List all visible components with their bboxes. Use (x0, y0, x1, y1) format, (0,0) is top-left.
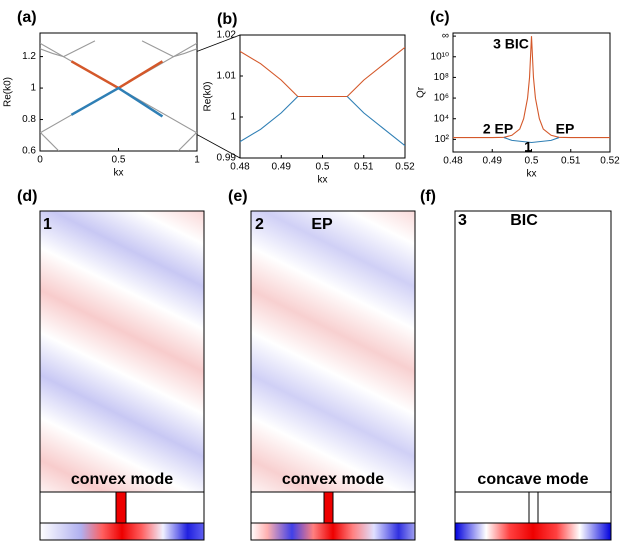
x-axis-label: kx (318, 175, 328, 186)
series-line (40, 131, 60, 151)
y-tick-label: 10⁸ (434, 72, 449, 83)
y-tick-label: 10⁴ (434, 113, 449, 124)
x-tick-label: 0.5 (112, 155, 126, 166)
plot-frame (452, 32, 611, 153)
structure-bar (454, 522, 612, 541)
x-tick-label: 0 (37, 155, 43, 166)
mode-label: convex mode (71, 471, 173, 488)
y-tick-label: 1.2 (22, 51, 36, 62)
structure-bar (39, 522, 205, 541)
annotation: 1 (524, 139, 532, 155)
y-tick-label: 1 (30, 83, 36, 94)
y-tick-label: 10¹⁰ (431, 51, 449, 62)
annotation: EP (556, 121, 575, 137)
panel-tag: (a) (17, 9, 37, 26)
series-line (177, 131, 197, 151)
series-line (453, 36, 610, 139)
x-tick-label: 0.5 (525, 156, 539, 167)
x-tick-label: 0.49 (272, 162, 292, 173)
mode-number: 1 (43, 216, 52, 233)
mode-note: BIC (510, 212, 538, 229)
series-line (240, 46, 405, 98)
panel-tag: (d) (17, 188, 37, 205)
x-tick-label: 0.49 (483, 156, 503, 167)
structure-stem (115, 491, 127, 524)
structure-stem (323, 491, 334, 524)
x-tick-label: 0.48 (230, 162, 250, 173)
field-map (250, 210, 416, 493)
mode-label: concave mode (477, 471, 588, 488)
series-line (40, 40, 96, 58)
y-axis-label: Re(k0) (203, 81, 214, 111)
structure-bar (250, 522, 416, 541)
y-tick-label: 1.01 (217, 71, 237, 82)
mode-note: EP (311, 216, 333, 233)
plot-frame (39, 32, 198, 152)
x-tick-label: 0.52 (395, 162, 415, 173)
annotation: 3 BIC (493, 36, 529, 52)
panel-tag: (c) (430, 9, 450, 26)
y-tick-label: 1 (230, 112, 236, 123)
x-tick-label: 0.48 (443, 156, 463, 167)
x-axis-label: kx (114, 168, 124, 179)
y-tick-label: 0.8 (22, 114, 36, 125)
series-line (503, 137, 560, 144)
y-tick-label: ∞ (442, 31, 449, 42)
x-tick-label: 0.51 (354, 162, 374, 173)
series-line (70, 86, 164, 118)
series-line (240, 96, 405, 147)
field-map (39, 210, 205, 493)
y-tick-label: 0.99 (217, 153, 237, 164)
mode-label: convex mode (282, 471, 384, 488)
x-axis-label: kx (527, 169, 537, 180)
annotation: 2 EP (483, 121, 513, 137)
y-tick-label: 10² (435, 134, 450, 145)
mode-number: 3 (458, 212, 467, 229)
structure-stem (528, 491, 539, 524)
field-map (454, 210, 612, 493)
y-tick-label: 10⁶ (434, 93, 449, 104)
y-tick-label: 1.02 (217, 30, 237, 41)
x-tick-label: 0.52 (600, 156, 620, 167)
y-tick-label: 0.6 (22, 146, 36, 157)
x-tick-label: 0.5 (316, 162, 330, 173)
y-axis-label: Qr (416, 86, 427, 98)
panel-tag: (f) (420, 188, 436, 205)
series-line (141, 40, 197, 58)
mode-number: 2 (255, 216, 264, 233)
y-axis-label: Re(k0) (3, 77, 14, 107)
panel-tag: (e) (228, 188, 248, 205)
x-tick-label: 1 (194, 155, 200, 166)
panel-tag: (b) (217, 11, 237, 28)
x-tick-label: 0.51 (561, 156, 581, 167)
